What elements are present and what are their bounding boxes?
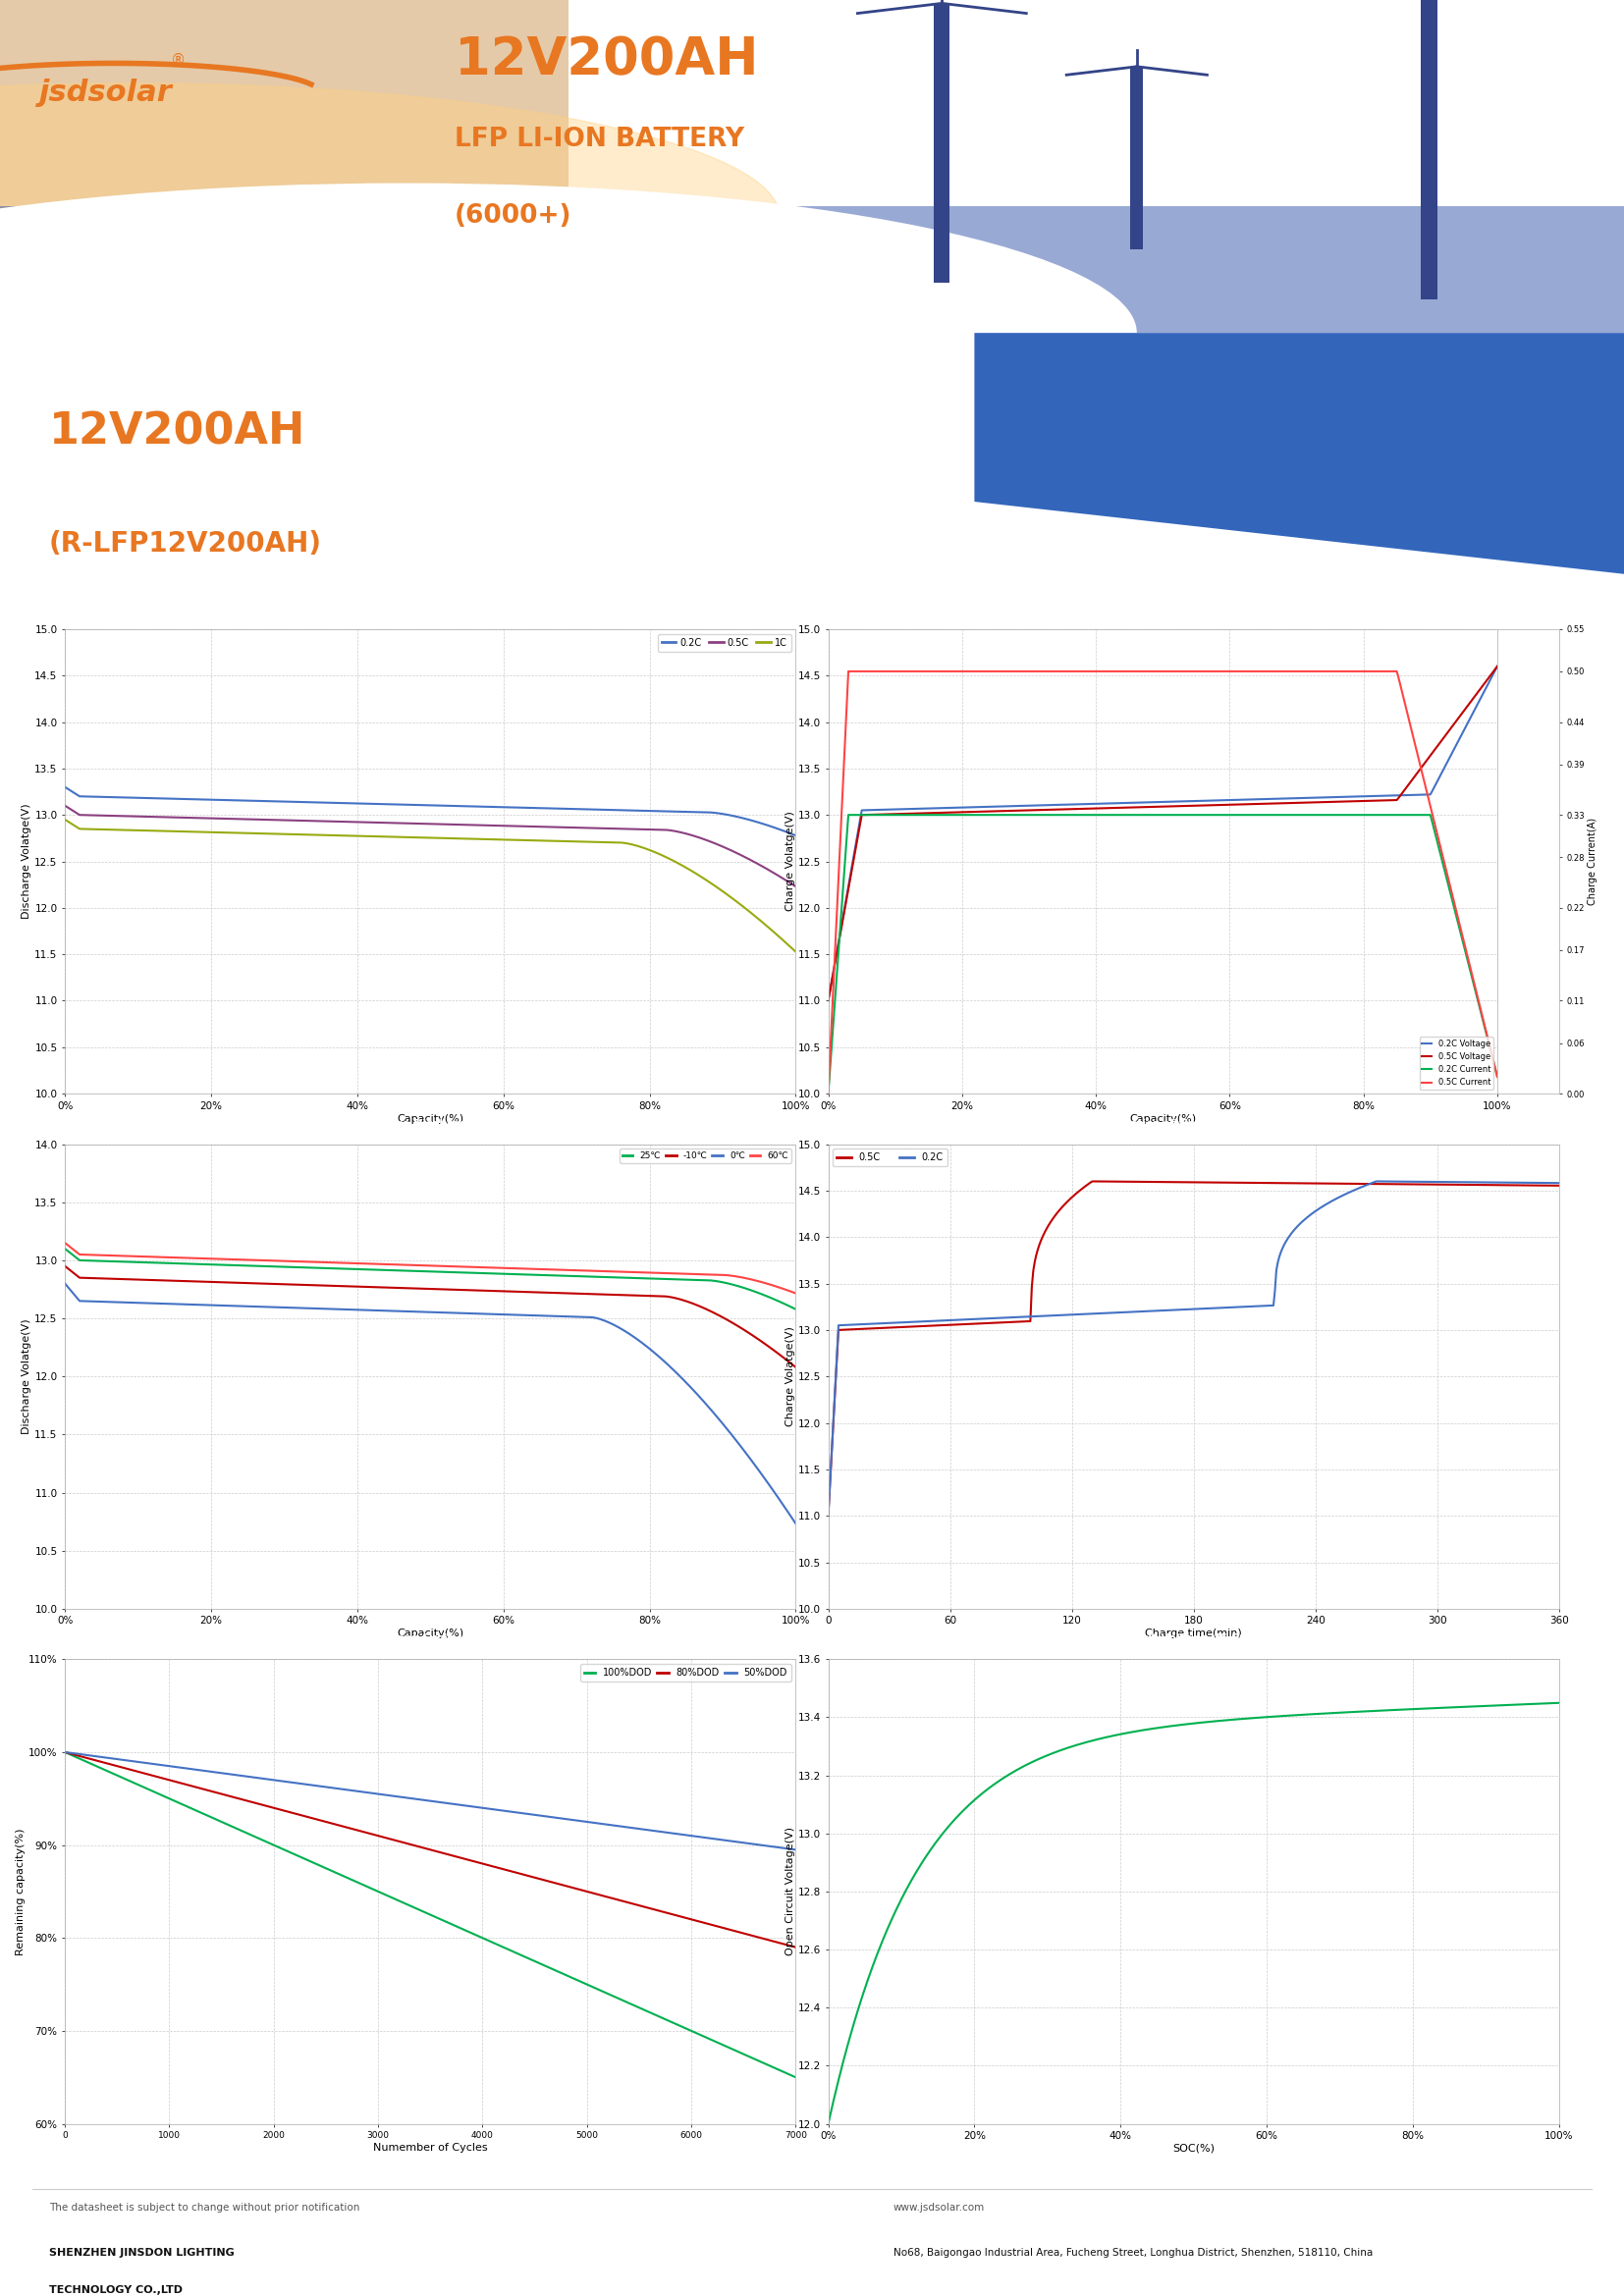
X-axis label: Capacity(%): Capacity(%) bbox=[396, 1628, 464, 1639]
Y-axis label: Charge Volatge(V): Charge Volatge(V) bbox=[786, 1327, 796, 1426]
Text: (R-LFP12V200AH): (R-LFP12V200AH) bbox=[49, 530, 322, 558]
Text: www.jsdsolar.com: www.jsdsolar.com bbox=[893, 2202, 984, 2211]
Text: Different Rate Discharge Curve @25℃: Different Rate Discharge Curve @25℃ bbox=[313, 604, 547, 613]
Text: Charge Characteristics of capacity-voltage @0.2C&0.5C,25℃: Charge Characteristics of capacity-volta… bbox=[1018, 604, 1369, 613]
Legend: 25℃, -10℃, 0℃, 60℃: 25℃, -10℃, 0℃, 60℃ bbox=[619, 1148, 791, 1162]
Y-axis label: Remaining capacity(%): Remaining capacity(%) bbox=[16, 1828, 26, 1956]
Text: Open Circuit Voltage VS SOC%@25℃: Open Circuit Voltage VS SOC%@25℃ bbox=[1082, 1632, 1306, 1644]
X-axis label: Charge time(min): Charge time(min) bbox=[1145, 1628, 1242, 1639]
Y-axis label: Discharge Volatge(V): Discharge Volatge(V) bbox=[23, 1318, 32, 1435]
X-axis label: Capacity(%): Capacity(%) bbox=[396, 1114, 464, 1123]
Text: ®: ® bbox=[171, 53, 185, 67]
X-axis label: Numember of Cycles: Numember of Cycles bbox=[374, 2142, 487, 2154]
Y-axis label: Discharge Volatge(V): Discharge Volatge(V) bbox=[23, 804, 32, 918]
Y-axis label: Charge Volatge(V): Charge Volatge(V) bbox=[786, 810, 796, 912]
Text: (6000+): (6000+) bbox=[455, 204, 572, 230]
Bar bbox=[0, 0, 568, 333]
PathPatch shape bbox=[974, 333, 1624, 574]
Ellipse shape bbox=[0, 184, 1137, 482]
Bar bbox=[1130, 67, 1143, 250]
Y-axis label: Open Circuit Voltage(V): Open Circuit Voltage(V) bbox=[786, 1828, 796, 1956]
Text: No68, Baigongao Industrial Area, Fucheng Street, Longhua District, Shenzhen, 518: No68, Baigongao Industrial Area, Fucheng… bbox=[893, 2248, 1372, 2257]
Text: TECHNOLOGY CO.,LTD: TECHNOLOGY CO.,LTD bbox=[49, 2285, 182, 2294]
Y-axis label: Charge Current(A): Charge Current(A) bbox=[1588, 817, 1598, 905]
Text: The datasheet is subject to change without prior notification: The datasheet is subject to change witho… bbox=[49, 2202, 359, 2211]
X-axis label: Capacity(%): Capacity(%) bbox=[1129, 1114, 1197, 1123]
Bar bbox=[0, 216, 731, 333]
Text: jsdsolar: jsdsolar bbox=[39, 78, 172, 108]
Text: 12V200AH: 12V200AH bbox=[49, 411, 305, 452]
Text: Different Temperature Discharge Curve @0.5C,25℃: Different Temperature Discharge Curve @0… bbox=[273, 1118, 588, 1130]
Text: SHENZHEN JINSDON LIGHTING: SHENZHEN JINSDON LIGHTING bbox=[49, 2248, 234, 2257]
Bar bbox=[1421, 0, 1437, 301]
Text: Charge Characteristics of time-voltage @0.2C&0.5C,25℃: Charge Characteristics of time-voltage @… bbox=[1020, 1118, 1367, 1130]
Bar bbox=[934, 2, 950, 282]
Circle shape bbox=[0, 83, 780, 349]
Legend: 0.5C, 0.2C: 0.5C, 0.2C bbox=[833, 1148, 947, 1166]
Text: Different DOD Discharge Cycle Life Curve @0.2C,25℃: Different DOD Discharge Cycle Life Curve… bbox=[266, 1632, 594, 1644]
Legend: 0.2C, 0.5C, 1C: 0.2C, 0.5C, 1C bbox=[658, 634, 791, 652]
Legend: 100%DOD, 80%DOD, 50%DOD: 100%DOD, 80%DOD, 50%DOD bbox=[580, 1665, 791, 1681]
Text: 12V200AH: 12V200AH bbox=[455, 34, 758, 85]
Text: LFP LI-ION BATTERY: LFP LI-ION BATTERY bbox=[455, 126, 744, 152]
Legend: 0.2C Voltage, 0.5C Voltage, 0.2C Current, 0.5C Current: 0.2C Voltage, 0.5C Voltage, 0.2C Current… bbox=[1419, 1038, 1492, 1091]
Bar bbox=[0, 207, 1624, 333]
X-axis label: SOC(%): SOC(%) bbox=[1173, 2144, 1215, 2154]
